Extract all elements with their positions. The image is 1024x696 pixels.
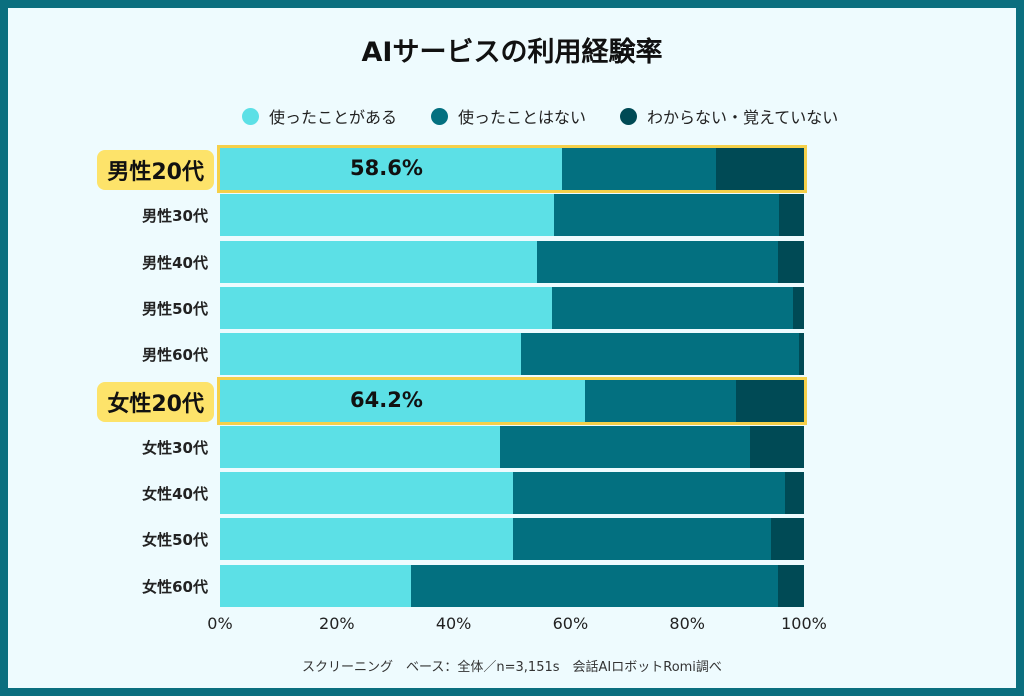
data-label: 58.6% <box>350 156 423 180</box>
category-label: 女性30代 <box>142 438 208 457</box>
bar-segment <box>220 240 538 283</box>
bar-segment <box>778 194 804 237</box>
bar-segment <box>562 148 716 190</box>
bar-row <box>217 376 807 425</box>
x-tick-label: 100% <box>781 614 827 633</box>
legend-item-used: 使ったことがある <box>242 104 397 128</box>
category-label: 女性50代 <box>142 531 208 550</box>
legend-item-not-used: 使ったことはない <box>431 104 586 128</box>
bar-segment <box>513 472 785 515</box>
bar-segment <box>798 333 804 376</box>
bar-segment <box>410 564 778 607</box>
chart-title: AIサービスの利用経験率 <box>361 37 663 68</box>
bar-segment <box>792 286 804 329</box>
bar-segment <box>220 148 563 190</box>
x-tick-label: 60% <box>552 614 589 633</box>
bar-row <box>220 564 804 607</box>
legend-label: わからない・覚えていない <box>647 108 839 127</box>
x-tick-label: 20% <box>319 614 355 633</box>
bar-segment <box>777 240 804 283</box>
category-label: 男性30代 <box>142 207 208 226</box>
bar-segment <box>750 425 804 468</box>
category-label: 男性20代 <box>97 150 214 190</box>
legend: 使ったことがある 使ったことはない わからない・覚えていない <box>242 104 838 128</box>
bar-row <box>220 286 804 329</box>
bar-segment <box>770 518 804 561</box>
legend-label: 使ったことはない <box>458 108 587 127</box>
bar-segment <box>554 194 779 237</box>
bar-row <box>220 240 804 283</box>
bar-segment <box>220 472 514 515</box>
bar-segment <box>220 564 411 607</box>
bar-segment <box>777 564 804 607</box>
category-label: 女性20代 <box>97 381 214 422</box>
bar-row <box>220 194 804 237</box>
data-label: 64.2% <box>350 387 423 412</box>
category-label: 男性40代 <box>142 253 208 272</box>
footer-note: スクリーニング ベース：全体／n=3,151s 会話AIロボットRomi調べ <box>302 660 722 675</box>
bar-segment <box>585 379 737 422</box>
bar-segment <box>220 333 521 376</box>
bar-segment <box>520 333 799 376</box>
bar-row <box>220 425 804 468</box>
legend-swatch <box>242 107 259 125</box>
bar-segment <box>537 240 778 283</box>
category-label: 女性60代 <box>142 577 208 596</box>
bar-segment <box>220 379 585 422</box>
legend-label: 使ったことがある <box>269 108 398 127</box>
x-tick-label: 80% <box>669 614 705 633</box>
bar-row <box>220 333 804 376</box>
category-label: 女性40代 <box>142 485 208 504</box>
bar-segment <box>499 425 751 468</box>
x-tick-label: 40% <box>435 614 472 633</box>
bar-segment <box>220 425 500 468</box>
bar-segment <box>715 148 804 190</box>
bar-segment <box>220 286 552 329</box>
category-label: 男性60代 <box>142 346 208 365</box>
bar-segment <box>220 518 514 561</box>
bar-row <box>220 472 804 515</box>
bar-segment <box>220 194 555 237</box>
legend-swatch <box>431 107 449 125</box>
category-label: 男性50代 <box>142 299 208 318</box>
bar-segment <box>784 472 804 515</box>
x-tick-label: 0% <box>207 614 233 633</box>
legend-swatch <box>620 107 638 125</box>
bar-row <box>220 518 804 561</box>
bar-segment <box>736 379 804 422</box>
bar-row <box>217 145 807 193</box>
bar-segment <box>551 286 793 329</box>
legend-item-unknown: わからない・覚えていない <box>620 104 838 128</box>
bar-segment <box>513 518 771 561</box>
